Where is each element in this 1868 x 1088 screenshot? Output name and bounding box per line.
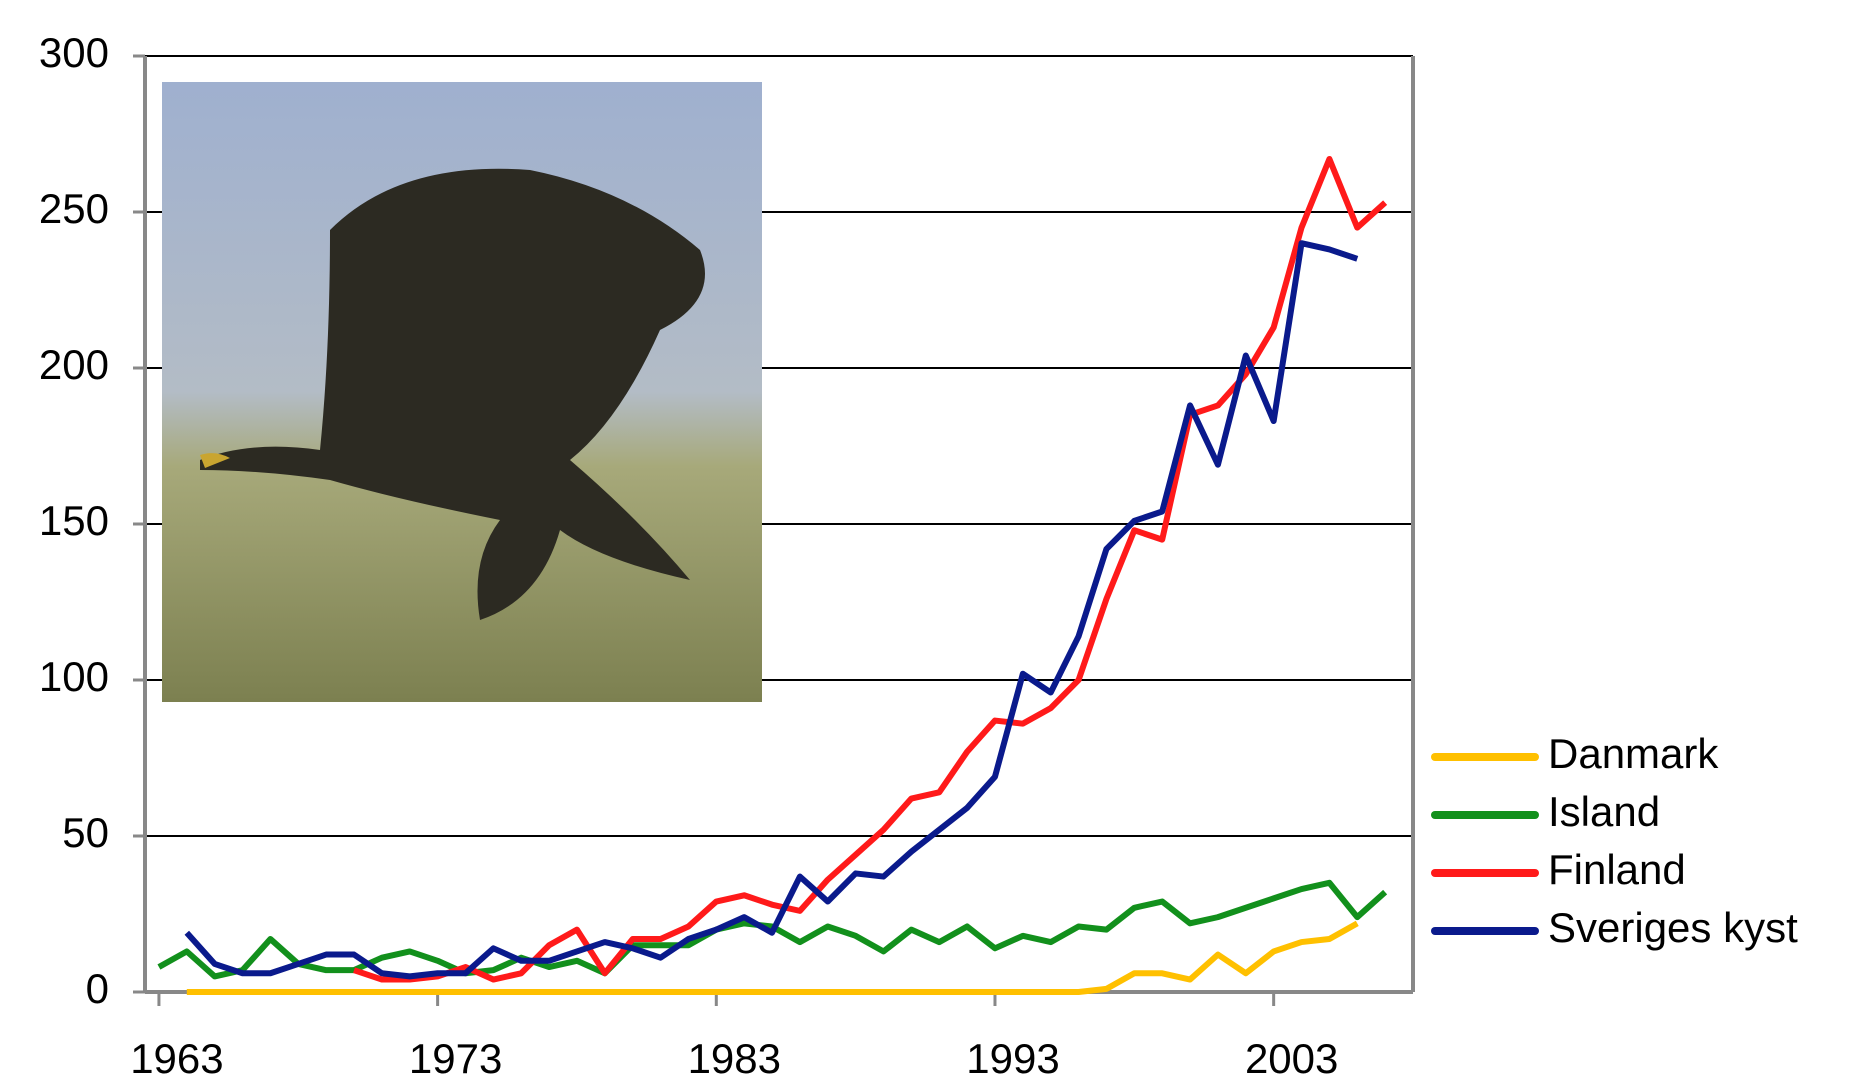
y-tick-label: 0 xyxy=(86,965,109,1012)
x-tick-label: 1983 xyxy=(688,1035,781,1082)
series-line xyxy=(184,240,1359,980)
eagle-photo xyxy=(162,82,762,702)
series-line xyxy=(186,920,1359,995)
y-tick-label: 100 xyxy=(39,653,109,700)
y-tick-label: 300 xyxy=(39,29,109,76)
x-tick-label: 1993 xyxy=(966,1035,1059,1082)
y-tick-label: 150 xyxy=(39,497,109,544)
x-tick-label: 1973 xyxy=(409,1035,502,1082)
y-tick-label: 250 xyxy=(39,185,109,232)
legend-label: Island xyxy=(1548,788,1660,835)
legend-label: Finland xyxy=(1548,846,1686,893)
x-tick-label: 2003 xyxy=(1245,1035,1338,1082)
legend-label: Danmark xyxy=(1548,730,1719,777)
x-tick-label: 1963 xyxy=(130,1035,223,1082)
y-tick-label: 200 xyxy=(39,341,109,388)
series-line xyxy=(353,155,1388,983)
y-tick-label: 50 xyxy=(62,809,109,856)
legend-label: Sveriges kyst xyxy=(1548,904,1798,951)
